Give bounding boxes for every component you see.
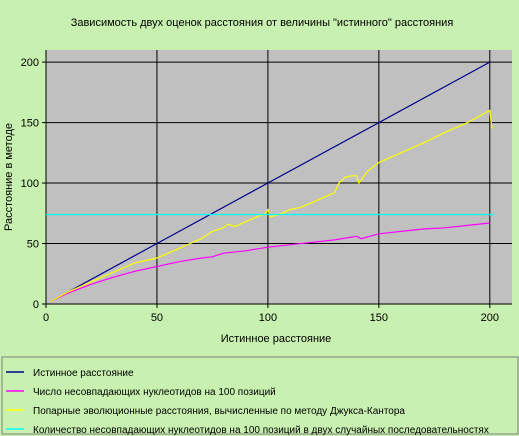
x-tick-label: 50 [151,312,163,324]
legend: Истинное расстояние Число несовпадающих н… [6,368,489,436]
series-line-3 [50,109,493,303]
x-tick-label: 200 [481,312,499,324]
legend-entry: Число несовпадающих нуклеотидов на 100 п… [33,387,276,398]
y-axis: 0 50 100 150 200 [21,50,47,311]
y-tick-label: 50 [27,239,39,251]
series-line-1 [50,61,491,303]
x-tick-label: 100 [259,312,277,324]
y-tick-label: 100 [21,178,39,190]
x-tick-label: 0 [43,312,49,324]
legend-entry: Истинное расстояние [33,368,134,379]
legend-entry: Попарные эволюционные расстояния, вычисл… [33,406,405,417]
legend-box [1,356,519,435]
x-tick-label: 150 [370,312,388,324]
y-tick-label: 150 [21,118,39,130]
x-axis: 0 50 100 150 200 [43,303,512,324]
grid [46,50,512,304]
x-axis-label: Истинное расстояние [221,333,332,345]
series-group [46,61,495,303]
chart-title: Зависимость двух оценок расстояния от ве… [71,17,454,29]
legend-entry: Количество несовпадающих нуклеотидов на … [33,425,489,436]
y-axis-label: Расстояние в методе [3,123,15,231]
y-tick-label: 0 [33,299,39,311]
y-tick-label: 200 [21,57,39,69]
series-line-2 [50,222,490,303]
